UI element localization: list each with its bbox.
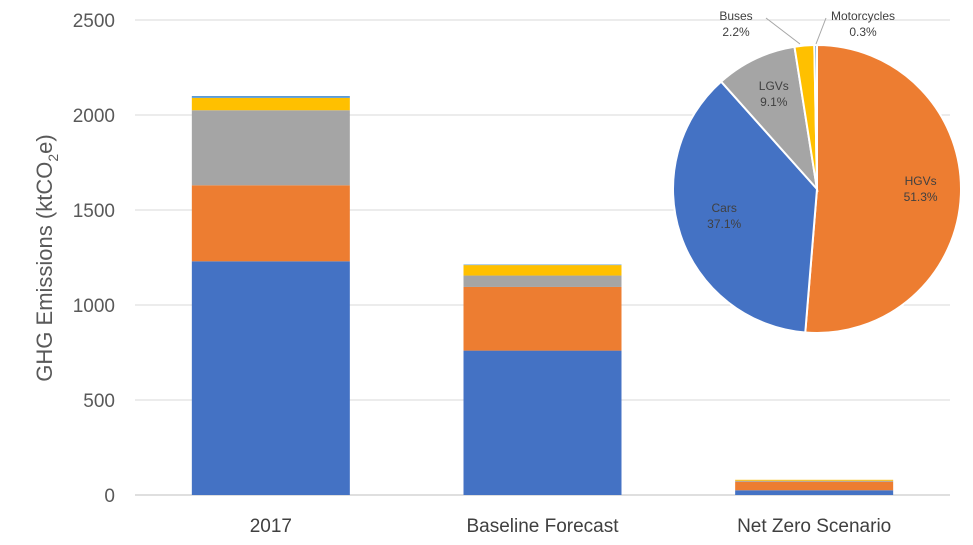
- pie-leader-line: [815, 17, 827, 45]
- pie-slice-label: Buses: [719, 9, 752, 23]
- bar-segment: [735, 480, 894, 482]
- y-tick-label: 0: [104, 486, 115, 507]
- bar-segment: [191, 96, 350, 98]
- y-tick-label: 1000: [73, 296, 115, 317]
- y-tick-label: 500: [83, 391, 115, 412]
- pie-slice-label: LGVs: [759, 79, 789, 93]
- pie-slice: [813, 43, 818, 190]
- pie-slice-label: Cars: [711, 201, 736, 215]
- pie-slice-percent: 9.1%: [760, 95, 788, 109]
- pie-chart: [672, 43, 962, 334]
- x-tick-label: Net Zero Scenario: [737, 516, 891, 537]
- bar-segment: [191, 110, 350, 186]
- y-tick-label: 2000: [73, 106, 115, 127]
- bar-segment: [463, 275, 622, 287]
- x-tick-label: 2017: [250, 516, 292, 537]
- bar-segment: [735, 479, 894, 481]
- pie-slice-percent: 37.1%: [707, 217, 741, 231]
- y-tick-label: 1500: [73, 201, 115, 222]
- bar-segment: [191, 185, 350, 262]
- bar-segment: [463, 265, 622, 276]
- pie-slice-percent: 51.3%: [904, 190, 938, 204]
- x-axis-ticks: 2017 Baseline Forecast Net Zero Scenario: [250, 516, 892, 537]
- bar-segment: [463, 350, 622, 495]
- bar-segment: [463, 286, 622, 351]
- y-axis-ticks: 0 500 1000 1500 2000 2500: [73, 11, 115, 507]
- bar-segment: [463, 264, 622, 266]
- bar-segment: [191, 97, 350, 111]
- x-tick-label: Baseline Forecast: [466, 516, 619, 537]
- pie-slice-label: Motorcycles: [831, 9, 895, 23]
- y-tick-label: 2500: [73, 11, 115, 32]
- y-axis-label: GHG Emissions (ktCO2e): [32, 134, 61, 381]
- bar-segment: [735, 481, 894, 491]
- pie-slice-label: HGVs: [905, 174, 937, 188]
- pie-slice-percent: 2.2%: [722, 25, 750, 39]
- pie-slice-percent: 0.3%: [849, 25, 877, 39]
- pie-slice: [804, 43, 962, 334]
- bar-segment: [735, 490, 894, 495]
- pie-slice: [672, 80, 819, 334]
- pie-labels: HGVs 51.3% Cars 37.1% LGVs 9.1% Buses 2.2% Motor…: [707, 9, 938, 231]
- pie-slice: [719, 45, 819, 193]
- bar-segment: [191, 261, 350, 495]
- stacked-bars: [191, 96, 894, 495]
- pie-leader-line: [765, 17, 801, 45]
